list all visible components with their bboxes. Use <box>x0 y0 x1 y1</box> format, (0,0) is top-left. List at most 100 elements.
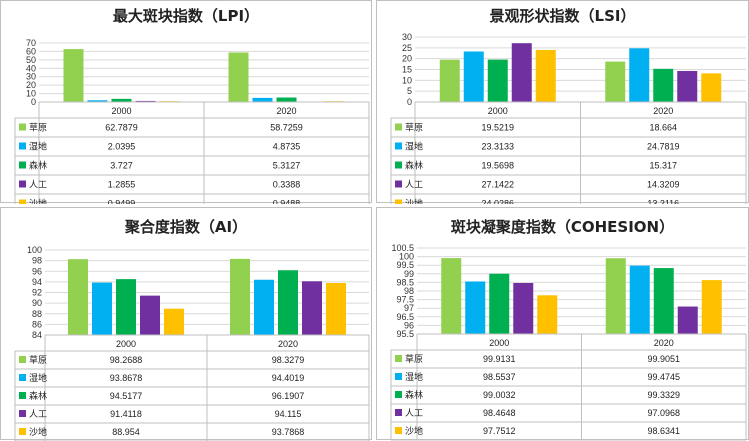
legend-swatch <box>395 391 402 398</box>
legend-swatch <box>395 181 402 188</box>
data-label: 19.5219 <box>481 123 514 133</box>
y-tick-label: 98 <box>32 256 42 266</box>
legend-label: 森林 <box>405 160 423 172</box>
data-label: 98.2688 <box>110 355 143 365</box>
data-label: 93.7868 <box>272 427 305 437</box>
data-label: 62.7879 <box>105 123 138 133</box>
bar <box>92 283 112 335</box>
data-label: 94.115 <box>275 409 302 419</box>
data-label: 2.0395 <box>108 142 136 152</box>
bar <box>701 73 721 102</box>
bar <box>606 258 626 334</box>
data-label: 99.4745 <box>647 372 680 382</box>
y-tick-label: 96.5 <box>396 312 414 322</box>
bar <box>537 295 557 334</box>
legend-swatch <box>395 409 402 416</box>
bar <box>164 309 184 335</box>
x-tick-label: 2020 <box>276 106 296 116</box>
legend-label: 草原 <box>405 353 423 365</box>
legend-label: 人工 <box>405 180 423 191</box>
legend-swatch <box>395 143 402 150</box>
x-tick-label: 2000 <box>488 106 508 116</box>
bar <box>630 266 650 334</box>
legend-swatch <box>19 200 26 205</box>
legend-swatch <box>395 162 402 169</box>
data-label: 24.0286 <box>481 199 514 205</box>
x-tick-label: 2020 <box>653 106 673 116</box>
bar <box>116 279 136 335</box>
legend-swatch <box>395 124 402 131</box>
bar <box>253 98 273 102</box>
bar <box>513 283 533 334</box>
legend-label: 沙地 <box>405 198 423 205</box>
bar <box>229 53 249 102</box>
bar <box>536 50 556 102</box>
y-tick-label: 96 <box>32 266 42 276</box>
x-tick-label: 2000 <box>489 338 509 348</box>
y-tick-label: 96 <box>404 320 414 330</box>
legend-label: 湿地 <box>29 141 47 153</box>
data-label: 97.7512 <box>483 426 516 436</box>
y-tick-label: 99 <box>404 269 414 279</box>
data-label: 5.3127 <box>273 161 301 171</box>
legend-swatch <box>395 427 402 434</box>
data-label: 14.3209 <box>647 180 680 190</box>
y-tick-label: 100 <box>27 245 42 255</box>
y-tick-label: 15 <box>402 65 412 75</box>
data-label: 99.9131 <box>483 354 516 364</box>
x-tick-label: 2020 <box>654 338 674 348</box>
legend-swatch <box>19 374 26 381</box>
legend-swatch <box>19 181 26 188</box>
bar <box>653 69 673 102</box>
y-tick-label: 10 <box>402 75 412 85</box>
y-tick-label: 86 <box>32 319 42 329</box>
data-label: 15.317 <box>649 161 677 171</box>
legend-label: 草原 <box>29 122 47 134</box>
legend-swatch <box>19 428 26 435</box>
bar <box>64 49 84 102</box>
y-tick-label: 100.5 <box>391 243 414 253</box>
legend-label: 森林 <box>29 160 47 172</box>
data-label: 18.664 <box>649 123 677 133</box>
legend-swatch <box>19 410 26 417</box>
legend-swatch <box>395 200 402 205</box>
y-tick-label: 88 <box>32 309 42 319</box>
y-tick-label: 94 <box>32 277 42 287</box>
legend-label: 湿地 <box>405 141 423 153</box>
bar <box>326 283 346 335</box>
chart-svg: 95.59696.59797.59898.59999.5100100.52000… <box>377 208 749 441</box>
legend-label: 人工 <box>29 180 47 191</box>
legend-label: 沙地 <box>405 425 423 437</box>
data-label: 94.5177 <box>110 391 143 401</box>
bar <box>230 259 250 335</box>
bar <box>654 268 674 334</box>
data-label: 0.9499 <box>108 199 136 205</box>
data-label: 19.5698 <box>481 161 514 171</box>
data-label: 98.4648 <box>483 408 516 418</box>
legend-label: 人工 <box>405 408 423 419</box>
bar <box>302 281 322 335</box>
bar <box>464 51 484 102</box>
y-tick-label: 95.5 <box>396 329 414 339</box>
bar <box>140 296 160 335</box>
bar <box>489 274 509 334</box>
legend-label: 湿地 <box>29 372 47 384</box>
y-tick-label: 30 <box>402 32 412 42</box>
data-label: 0.3388 <box>273 180 301 190</box>
bar <box>254 280 274 335</box>
legend-swatch <box>19 143 26 150</box>
bar <box>278 270 298 335</box>
data-label: 0.9488 <box>273 199 301 205</box>
bar <box>488 60 508 102</box>
legend-swatch <box>395 355 402 362</box>
legend-swatch <box>19 356 26 363</box>
legend-label: 草原 <box>29 354 47 366</box>
legend-swatch <box>19 162 26 169</box>
data-label: 24.7819 <box>647 142 680 152</box>
data-label: 98.6341 <box>647 426 680 436</box>
y-tick-label: 97.5 <box>396 295 414 305</box>
